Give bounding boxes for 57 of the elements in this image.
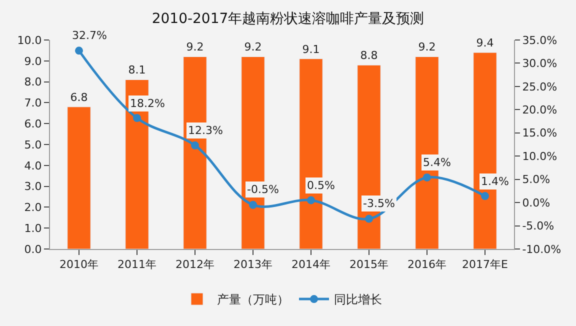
data-label: 8.1	[128, 64, 146, 77]
y2-tick-label: -5.0%	[522, 220, 554, 233]
y-tick-label: 10.0	[17, 34, 42, 47]
y-tick-label: 8.0	[24, 76, 42, 89]
data-label: 9.2	[186, 40, 204, 54]
y2-tick-label: 15.0%	[522, 126, 558, 140]
y-tick-label: 5.0	[24, 138, 42, 152]
point	[481, 192, 489, 200]
x-tick-label: 2012年	[176, 258, 214, 272]
y2-tick-label: -10.0%	[522, 242, 562, 256]
point	[365, 214, 373, 223]
data-label: 9.2	[418, 40, 436, 54]
point	[133, 114, 141, 122]
data-label: -0.5%	[247, 183, 279, 196]
data-label: 12.3%	[188, 124, 223, 137]
point	[307, 196, 315, 204]
x-tick-label: 2017年E	[462, 258, 508, 272]
data-label: 18.2%	[130, 97, 165, 110]
data-label: 1.4%	[481, 175, 509, 188]
data-label: 32.7%	[72, 29, 107, 42]
data-label: -3.5%	[363, 197, 395, 210]
data-label: 0.5%	[307, 179, 335, 192]
legend-label: 同比增长	[334, 292, 382, 307]
y2-tick-label: 0.0%	[522, 196, 550, 210]
data-label: 9.1	[302, 42, 320, 56]
x-tick-label: 2010年	[60, 258, 98, 272]
y-tick-label: 4.0	[24, 159, 42, 172]
y-tick-label: 6.0	[24, 117, 42, 130]
y2-tick-label: 35.0%	[522, 34, 558, 47]
y-tick-label: 3.0	[24, 180, 42, 194]
point	[423, 173, 431, 182]
y-tick-label: 7.0	[24, 96, 42, 110]
y-tick-label: 1.0	[24, 222, 42, 235]
x-tick-label: 2014年	[292, 258, 330, 272]
data-label: 5.4%	[423, 156, 451, 169]
point	[249, 200, 257, 209]
data-label: 9.4	[476, 36, 494, 50]
y-tick-label: 0.0	[24, 242, 42, 256]
y2-tick-label: 10.0%	[522, 150, 558, 163]
data-label: 8.8	[360, 49, 378, 62]
legend-label: 产量（万吨）	[217, 292, 289, 307]
x-tick-label: 2015年	[350, 258, 388, 272]
chart-title: 2010-2017年越南粉状速溶咖啡产量及预测	[152, 10, 424, 27]
x-tick-label: 2013年	[234, 258, 272, 272]
data-label: 6.8	[70, 90, 88, 104]
y2-tick-label: 25.0%	[522, 80, 558, 94]
x-tick-label: 2016年	[408, 258, 446, 272]
y2-tick-label: 30.0%	[522, 57, 558, 70]
data-label: 9.2	[244, 40, 262, 54]
y-tick-label: 9.0	[24, 54, 42, 68]
point	[75, 46, 83, 55]
y2-tick-label: 5.0%	[522, 173, 550, 186]
point	[191, 141, 199, 150]
y-tick-label: 2.0	[24, 201, 42, 214]
x-tick-label: 2011年	[118, 258, 156, 272]
y2-tick-label: 20.0%	[522, 104, 558, 117]
bar	[67, 106, 91, 249]
